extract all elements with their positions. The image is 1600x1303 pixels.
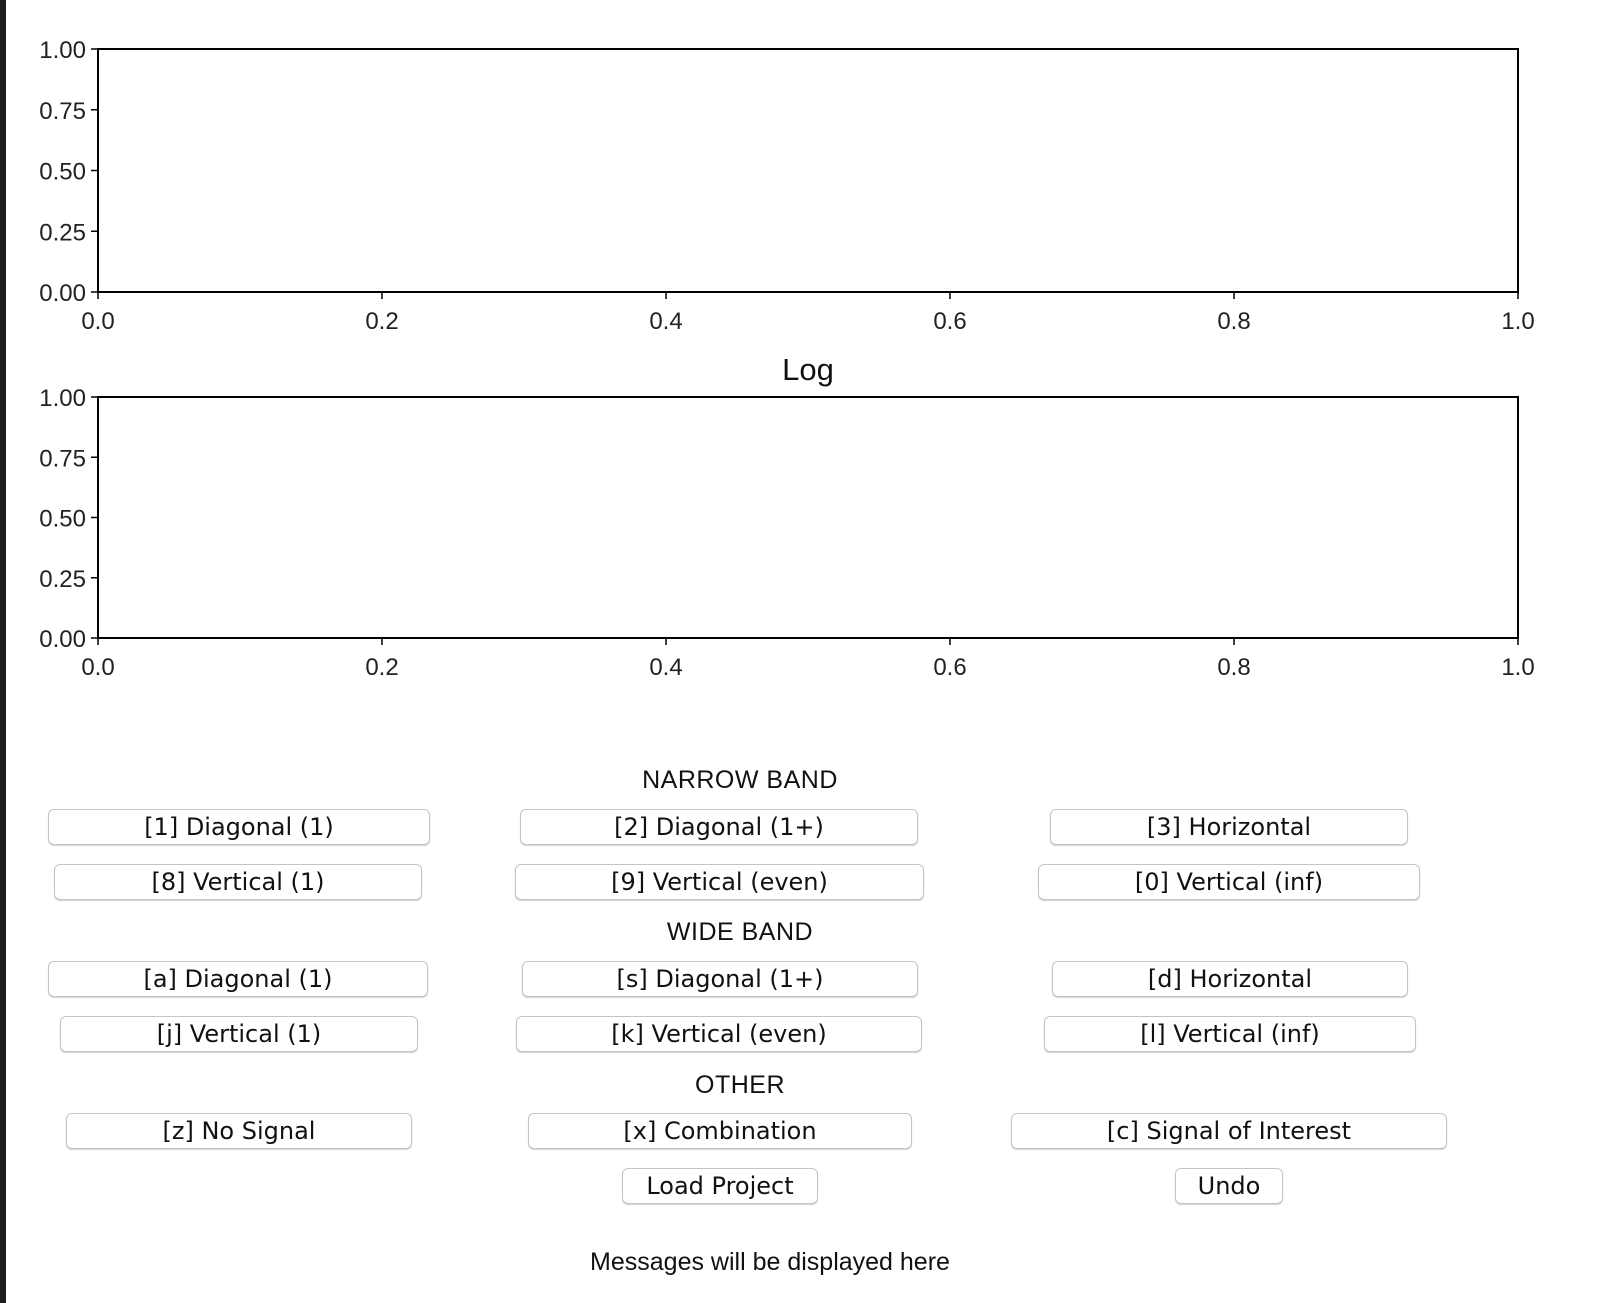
y-tick-label: 0.00: [39, 626, 86, 653]
axes-frame: [97, 396, 1519, 639]
wide-band-heading: WIDE BAND: [666, 918, 814, 946]
x-tick-label: 0.8: [1217, 308, 1250, 335]
x-tick-label: 0.4: [649, 654, 682, 681]
y-tick-label: 0.00: [39, 280, 86, 307]
y-tick-label: 1.00: [39, 37, 86, 64]
narrow-vertical-even-button[interactable]: [9] Vertical (even): [515, 864, 924, 900]
bottom-axes: 0.0 0.2 0.4 0.6 0.8 1.0 0.00 0.25 0.50 0.75 1.00 Lo…: [39, 352, 1534, 681]
undo-button[interactable]: Undo: [1175, 1168, 1283, 1204]
x-tick-label: 0.2: [365, 308, 398, 335]
x-tick-label: 1.0: [1501, 308, 1534, 335]
y-tick-label: 0.75: [39, 98, 86, 125]
x-tick-label: 0.4: [649, 308, 682, 335]
plot-title: Log: [782, 352, 834, 387]
wide-horizontal-button[interactable]: [d] Horizontal: [1052, 961, 1408, 997]
y-tick-label: 0.25: [39, 219, 86, 246]
x-tick-label: 1.0: [1501, 654, 1534, 681]
wide-vertical-inf-button[interactable]: [l] Vertical (inf): [1044, 1016, 1416, 1052]
axes-frame: [97, 48, 1519, 293]
x-tick-label: 0.6: [933, 308, 966, 335]
y-tick-label: 0.25: [39, 566, 86, 593]
wide-vertical-even-button[interactable]: [k] Vertical (even): [516, 1016, 922, 1052]
plot-area: 0.0 0.2 0.4 0.6 0.8 1.0 0.00 0.25 0.50 0.75 1.00 0…: [39, 37, 1534, 681]
x-tick-label: 0.0: [81, 654, 114, 681]
x-tick-label: 0.8: [1217, 654, 1250, 681]
no-signal-button[interactable]: [z] No Signal: [66, 1113, 412, 1149]
window-left-edge: [0, 0, 6, 1303]
x-tick-label: 0.0: [81, 308, 114, 335]
other-heading: OTHER: [695, 1071, 785, 1099]
wide-diagonal-1plus-button[interactable]: [s] Diagonal (1+): [522, 961, 918, 997]
wide-vertical-1-button[interactable]: [j] Vertical (1): [60, 1016, 418, 1052]
combination-button[interactable]: [x] Combination: [528, 1113, 912, 1149]
y-tick-label: 1.00: [39, 385, 86, 412]
wide-diagonal-1-button[interactable]: [a] Diagonal (1): [48, 961, 428, 997]
x-tick-label: 0.6: [933, 654, 966, 681]
narrow-diagonal-1-button[interactable]: [1] Diagonal (1): [48, 809, 430, 845]
y-tick-label: 0.50: [39, 506, 86, 533]
narrow-diagonal-1plus-button[interactable]: [2] Diagonal (1+): [520, 809, 918, 845]
narrow-band-heading: NARROW BAND: [642, 766, 838, 794]
narrow-vertical-1-button[interactable]: [8] Vertical (1): [54, 864, 422, 900]
narrow-vertical-inf-button[interactable]: [0] Vertical (inf): [1038, 864, 1420, 900]
top-axes: 0.0 0.2 0.4 0.6 0.8 1.0 0.00 0.25 0.50 0.75 1.00: [39, 37, 1534, 335]
load-project-button[interactable]: Load Project: [622, 1168, 818, 1204]
y-tick-label: 0.50: [39, 159, 86, 186]
y-tick-label: 0.75: [39, 445, 86, 472]
narrow-horizontal-button[interactable]: [3] Horizontal: [1050, 809, 1408, 845]
status-message: Messages will be displayed here: [590, 1248, 950, 1276]
x-tick-label: 0.2: [365, 654, 398, 681]
signal-of-interest-button[interactable]: [c] Signal of Interest: [1011, 1113, 1447, 1149]
